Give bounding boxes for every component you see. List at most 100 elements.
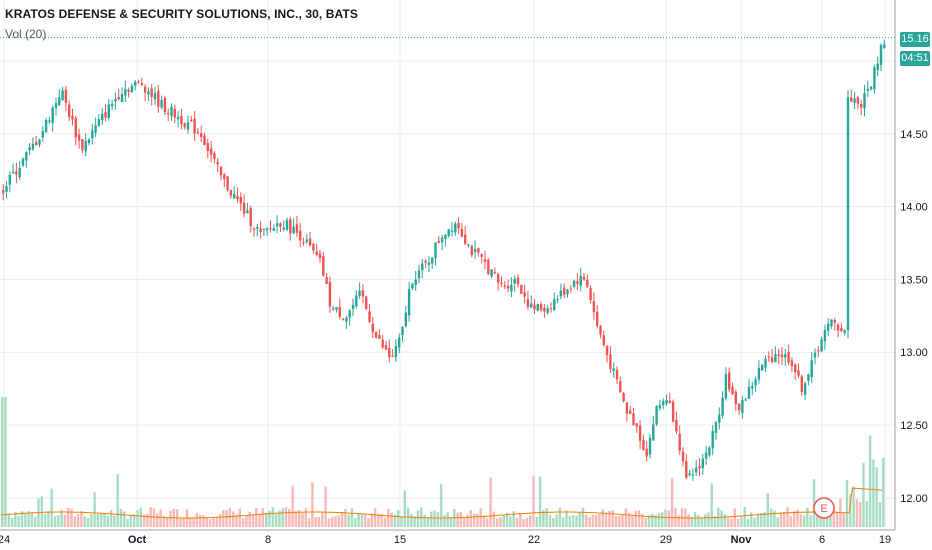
volume-bar (637, 510, 641, 527)
volume-bar (532, 475, 535, 527)
candle-body (213, 153, 216, 160)
candle-body (579, 276, 582, 286)
candle-body (391, 355, 394, 357)
volume-bar (634, 510, 637, 527)
candle-body (596, 311, 599, 326)
candle-body (368, 311, 371, 322)
candle-body (318, 253, 322, 259)
volume-bar (598, 514, 601, 527)
x-tick-label: 24 (0, 534, 10, 546)
candle-body (54, 103, 58, 109)
candle-body (130, 85, 134, 93)
volume-bar (878, 502, 882, 527)
candle-body (308, 238, 312, 246)
candle-body (688, 473, 691, 476)
volume-bar (538, 476, 542, 527)
candle-body (873, 67, 876, 90)
candle-body (223, 174, 226, 179)
candle-body (629, 410, 632, 414)
candle-body (2, 190, 5, 193)
volume-bar (859, 501, 862, 527)
volume-bar (24, 513, 27, 527)
volume-bar (34, 516, 37, 527)
volume-bar (70, 508, 73, 527)
candle-body (312, 243, 315, 251)
candle-body (444, 235, 447, 239)
candle-body (780, 354, 784, 358)
candle-body (117, 96, 120, 100)
volume-bar (57, 515, 60, 527)
candle-body (246, 210, 249, 214)
volume-bar (855, 499, 859, 527)
volume-bar (387, 508, 390, 527)
volume-bar (403, 490, 406, 527)
candle-body (163, 97, 167, 113)
volume-bar (667, 510, 670, 527)
volume-bar (849, 494, 852, 527)
volume-bar (694, 512, 697, 527)
candle-body (74, 118, 77, 138)
volume-bar (4, 397, 7, 527)
volume-bar (354, 517, 357, 527)
candle-body (728, 372, 731, 390)
volume-bar (86, 517, 90, 527)
candle-body (843, 330, 846, 334)
candle-body (869, 86, 873, 90)
volume-bar (489, 477, 492, 527)
volume-bar (433, 510, 436, 527)
volume-bar (126, 518, 129, 527)
candle-body (351, 304, 355, 309)
candle-body (708, 447, 711, 456)
candle-body (536, 304, 539, 311)
candle-body (840, 328, 843, 332)
candle-body (361, 290, 365, 297)
candle-body (157, 90, 160, 107)
volume-bar (334, 516, 337, 527)
volume-bar (139, 507, 142, 527)
volume-bar (439, 483, 443, 527)
candle-body (219, 166, 223, 176)
candle-body (315, 251, 318, 255)
candle-body (358, 290, 361, 296)
candle-body (110, 103, 114, 107)
candle-body (543, 307, 546, 312)
volume-bar (700, 517, 703, 527)
candle-body (523, 292, 526, 297)
volume-bar (278, 510, 281, 527)
volume-bar (390, 512, 393, 527)
volume-bar (562, 517, 565, 527)
candle-body (589, 288, 592, 301)
candle-body (427, 262, 431, 265)
candle-body (153, 93, 157, 100)
volume-bar (100, 513, 103, 527)
candle-body (516, 277, 520, 285)
candle-body (480, 254, 483, 257)
candle-body (497, 274, 500, 283)
volume-bar (585, 514, 588, 527)
candle-body (850, 97, 853, 102)
candle-body (510, 284, 513, 292)
candle-body (774, 354, 777, 363)
x-tick-label: 22 (528, 534, 540, 546)
candle-body (305, 239, 308, 242)
candle-body (569, 288, 572, 290)
volume-bar (436, 511, 439, 527)
volume-bar (400, 516, 403, 527)
volume-bar (641, 513, 644, 527)
volume-bar (845, 479, 849, 527)
volume-bar (241, 518, 245, 527)
volume-bar (43, 513, 47, 527)
volume-bar (542, 509, 545, 527)
candle-body (678, 433, 681, 451)
candle-body (25, 151, 28, 161)
volume-bar (816, 516, 819, 527)
volume-bar (568, 516, 571, 527)
volume-bar (307, 518, 311, 527)
volume-bar (347, 514, 350, 527)
x-tick-label: Nov (731, 534, 753, 546)
candle-body (731, 386, 734, 395)
candle-body (556, 299, 559, 301)
volume-bar (713, 516, 717, 527)
volume-bar (482, 516, 486, 527)
volume-bar (644, 518, 647, 527)
